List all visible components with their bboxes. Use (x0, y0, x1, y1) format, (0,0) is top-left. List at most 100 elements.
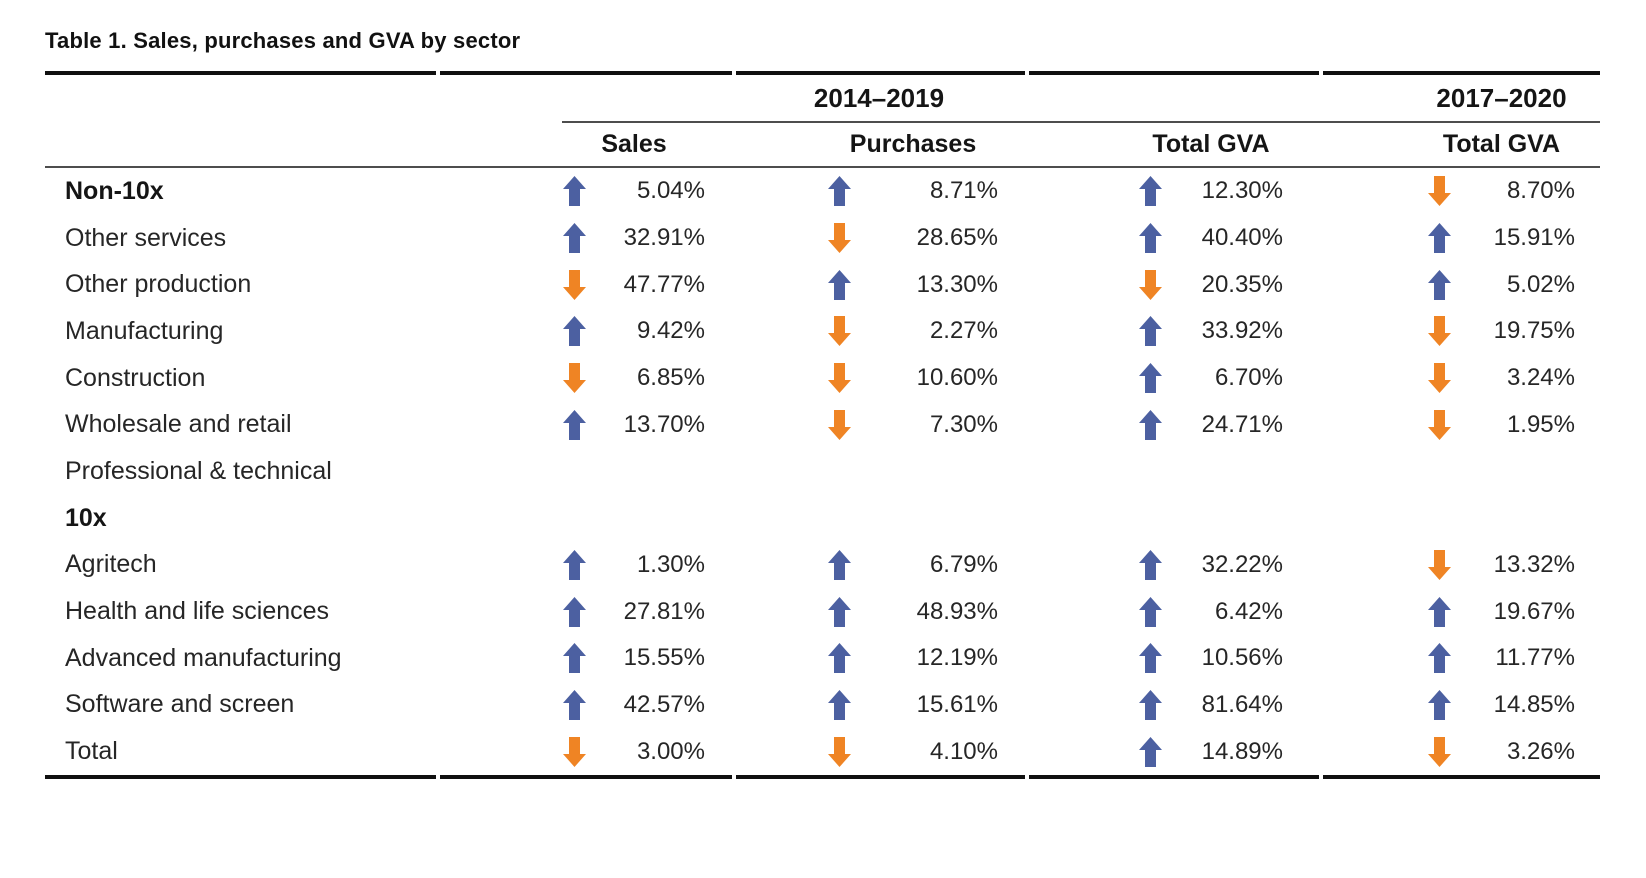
percent-value: 20.35% (1201, 270, 1283, 298)
value-cell: 28.65% (725, 215, 1018, 262)
percent-value: 12.30% (1201, 177, 1283, 205)
percent-value: 6.79% (929, 550, 998, 578)
percent-value: 1.30% (636, 550, 705, 578)
up-arrow-icon (563, 689, 586, 720)
total-gva-2-column-header: Total GVA (1442, 130, 1561, 158)
up-arrow-icon (1139, 223, 1162, 254)
percent-value: 19.67% (1493, 597, 1575, 625)
header-cell-total-gva-2014-2019: Total GVA (1018, 123, 1303, 166)
percent-value: 33.92% (1201, 317, 1283, 345)
up-arrow-icon (563, 409, 586, 440)
value-cell: 13.70% (545, 401, 725, 448)
up-arrow-icon (1139, 736, 1162, 767)
value-cell: 5.04% (545, 168, 725, 215)
value-cell (545, 448, 725, 495)
value-cell: 15.91% (1303, 215, 1600, 262)
value-cell: 20.35% (1018, 261, 1303, 308)
down-arrow-icon (1428, 363, 1451, 394)
value-cell: 1.95% (1303, 401, 1600, 448)
up-arrow-icon (563, 643, 586, 674)
down-arrow-icon (1428, 176, 1451, 207)
percent-value: 10.56% (1201, 644, 1283, 672)
down-arrow-icon (563, 736, 586, 767)
percent-value: 42.57% (623, 690, 705, 718)
percent-value: 28.65% (916, 224, 998, 252)
up-arrow-icon (1139, 643, 1162, 674)
up-arrow-icon (1139, 689, 1162, 720)
percent-value: 1.95% (1506, 410, 1575, 438)
up-arrow-icon (1428, 643, 1451, 674)
percent-value: 6.70% (1214, 364, 1283, 392)
up-arrow-icon (1428, 223, 1451, 254)
value-cell (725, 495, 1018, 542)
value-cell: 40.40% (1018, 215, 1303, 262)
value-cell: 4.10% (725, 728, 1018, 775)
up-arrow-icon (828, 269, 851, 300)
percent-value: 5.02% (1506, 270, 1575, 298)
value-cell: 9.42% (545, 308, 725, 355)
value-cell: 19.67% (1303, 588, 1600, 635)
value-cell: 6.42% (1018, 588, 1303, 635)
percent-value: 7.30% (929, 410, 998, 438)
data-table: 2014–2019 2017–2020 Sales Purchases Tota… (45, 71, 1600, 779)
value-cell: 8.70% (1303, 168, 1600, 215)
value-cell: 8.71% (725, 168, 1018, 215)
value-cell: 12.19% (725, 635, 1018, 682)
up-arrow-icon (1139, 549, 1162, 580)
value-cell: 2.27% (725, 308, 1018, 355)
table-row: Software and screen 42.57% 15.61% 81.64% 14.… (45, 682, 1600, 729)
year-underline-rule (562, 121, 1600, 123)
down-arrow-icon (828, 363, 851, 394)
up-arrow-icon (828, 643, 851, 674)
percent-value: 8.71% (929, 177, 998, 205)
up-arrow-icon (1139, 176, 1162, 207)
value-cell: 10.56% (1018, 635, 1303, 682)
value-cell (1303, 495, 1600, 542)
value-cell: 14.89% (1018, 728, 1303, 775)
value-cell: 11.77% (1303, 635, 1600, 682)
percent-value: 3.26% (1506, 737, 1575, 765)
percent-value: 5.04% (636, 177, 705, 205)
up-arrow-icon (1139, 363, 1162, 394)
table-row: Non-10x 5.04% 8.71% 12.30% 8.70% (45, 168, 1600, 215)
sector-label: Other production (65, 270, 252, 299)
table-row: Agritech 1.30% 6.79% 32.22% 13.32% (45, 542, 1600, 589)
value-cell: 6.70% (1018, 355, 1303, 402)
value-cell: 47.77% (545, 261, 725, 308)
percent-value: 15.55% (623, 644, 705, 672)
value-cell: 3.00% (545, 728, 725, 775)
value-cell: 24.71% (1018, 401, 1303, 448)
value-cell: 13.30% (725, 261, 1018, 308)
sector-label: Total (65, 737, 118, 766)
sector-label: Construction (65, 363, 206, 392)
percent-value: 15.91% (1493, 224, 1575, 252)
purchases-column-header: Purchases (849, 130, 977, 158)
sector-label: Health and life sciences (65, 597, 330, 626)
value-cell: 27.81% (545, 588, 725, 635)
percent-value: 10.60% (916, 364, 998, 392)
down-arrow-icon (563, 363, 586, 394)
down-arrow-icon (1428, 316, 1451, 347)
value-cell: 19.75% (1303, 308, 1600, 355)
value-cell: 1.30% (545, 542, 725, 589)
up-arrow-icon (563, 316, 586, 347)
value-cell: 42.57% (545, 682, 725, 729)
value-cell: 3.26% (1303, 728, 1600, 775)
table-row: Construction 6.85% 10.60% 6.70% 3.24% (45, 355, 1600, 402)
page: Table 1. Sales, purchases and GVA by sec… (0, 28, 1646, 878)
table-title: Table 1. Sales, purchases and GVA by sec… (45, 28, 521, 53)
value-cell: 14.85% (1303, 682, 1600, 729)
up-arrow-icon (1428, 596, 1451, 627)
percent-value: 4.10% (929, 737, 998, 765)
down-arrow-icon (1428, 409, 1451, 440)
up-arrow-icon (1428, 269, 1451, 300)
year-group-2017-2020: 2017–2020 (1436, 82, 1567, 113)
value-cell: 5.02% (1303, 261, 1600, 308)
sector-label: 10x (65, 503, 107, 532)
sector-label: Advanced manufacturing (65, 643, 342, 672)
value-cell: 13.32% (1303, 542, 1600, 589)
value-cell: 6.85% (545, 355, 725, 402)
sector-label: Professional & technical (65, 456, 332, 485)
percent-value: 14.89% (1201, 737, 1283, 765)
percent-value: 47.77% (623, 270, 705, 298)
